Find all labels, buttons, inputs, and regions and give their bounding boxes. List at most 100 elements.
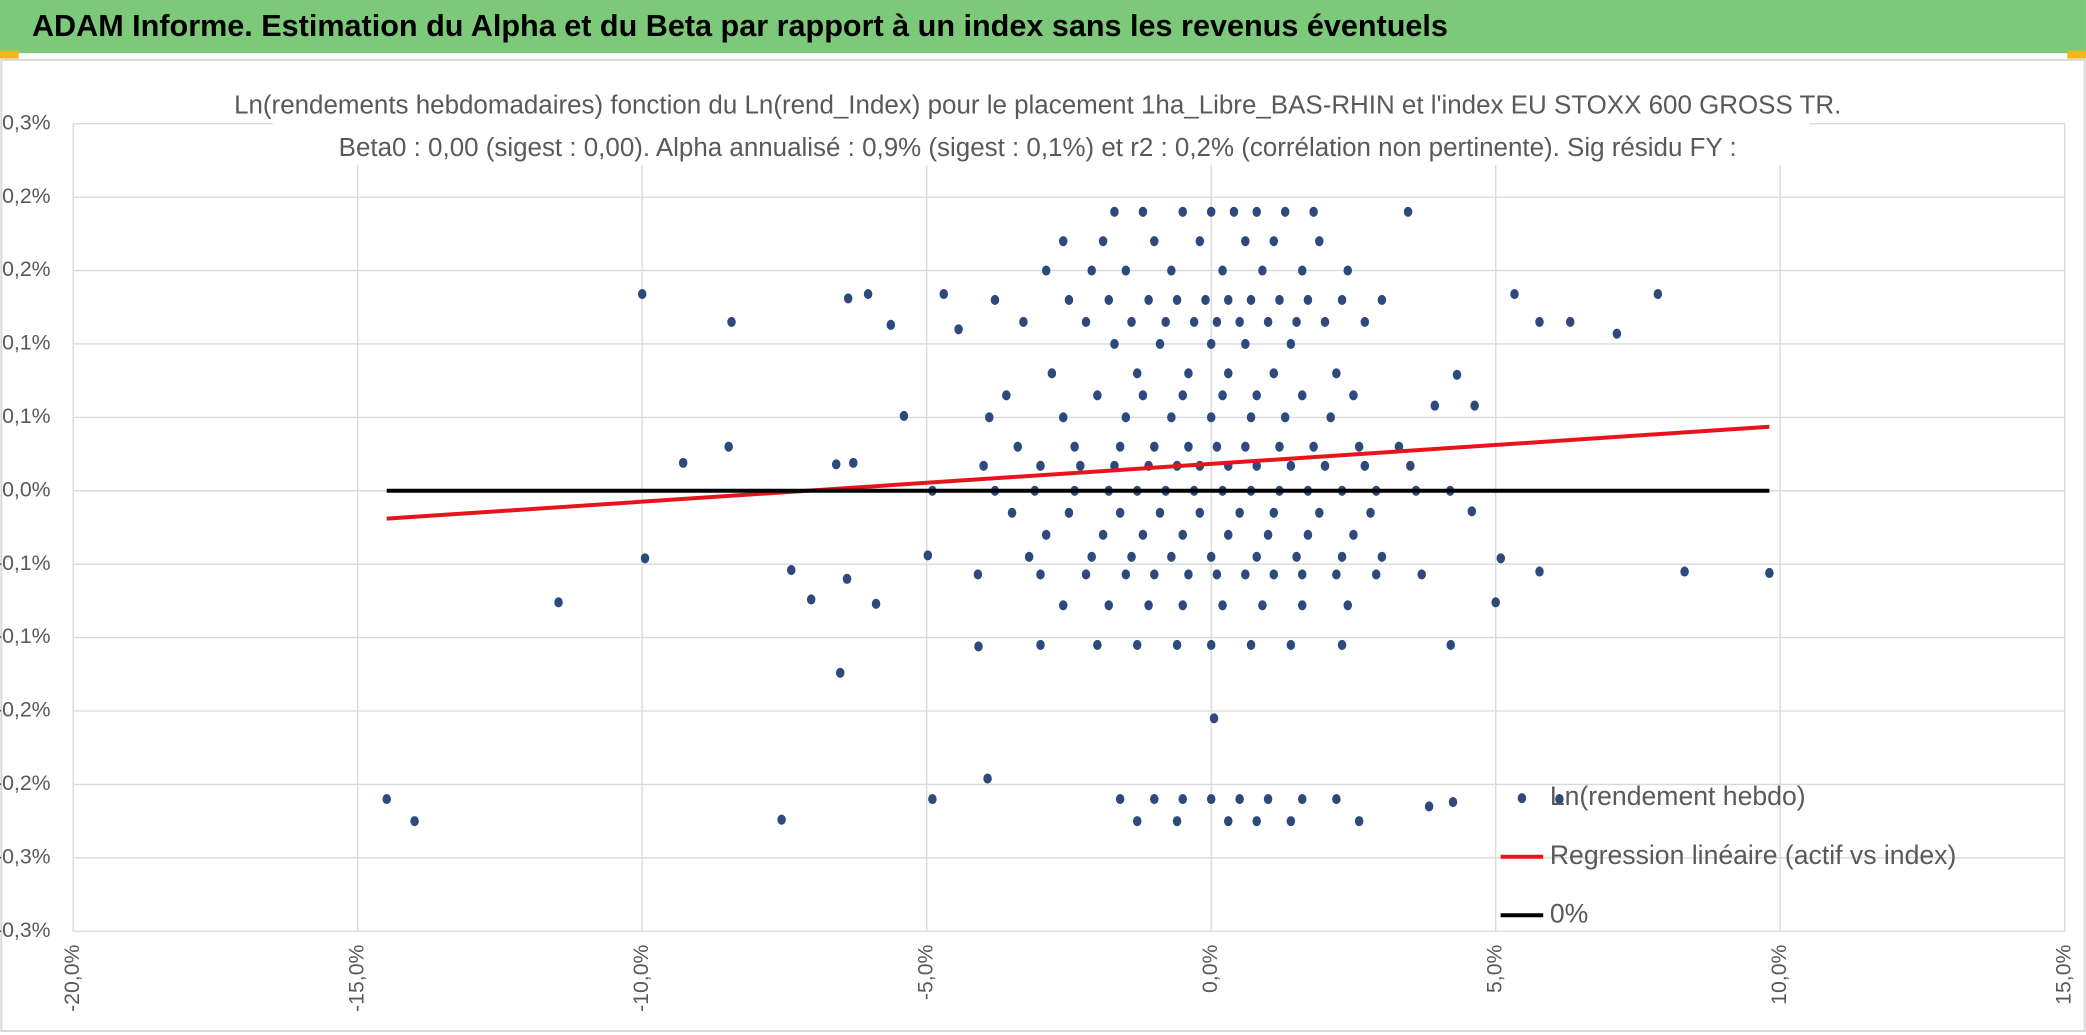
- scatter-point: [1178, 529, 1187, 540]
- scatter-point: [990, 294, 1000, 305]
- scatter-point: [1430, 400, 1440, 411]
- scatter-point: [1024, 551, 1034, 562]
- scatter-point: [842, 573, 852, 584]
- scatter-point: [1172, 639, 1182, 650]
- scatter-point: [1354, 441, 1364, 452]
- x-tick-label: 0,0%: [1198, 944, 1222, 993]
- x-tick-label: 15,0%: [2051, 944, 2075, 1004]
- scatter-point: [1013, 441, 1022, 452]
- scatter-point: [1315, 507, 1324, 518]
- scatter-point: [1275, 441, 1284, 452]
- scatter-point: [640, 553, 650, 564]
- scatter-point: [1535, 316, 1544, 327]
- scatter-point: [1229, 206, 1239, 217]
- scatter-point: [787, 565, 796, 576]
- scatter-point: [831, 459, 841, 470]
- scatter-point: [1297, 265, 1307, 276]
- scatter-point: [973, 569, 983, 580]
- corner-mark: [0, 50, 19, 59]
- x-tick-label: 5,0%: [1482, 944, 1506, 993]
- scatter-point: [554, 597, 563, 608]
- scatter-point: [1448, 796, 1458, 808]
- scatter-point: [1269, 236, 1279, 247]
- scatter-point: [1377, 294, 1387, 305]
- scatter-point: [1286, 338, 1296, 350]
- scatter-point: [1297, 569, 1307, 580]
- x-tick-label: -10,0%: [629, 944, 653, 1011]
- scatter-point: [1212, 569, 1222, 580]
- scatter-point: [886, 319, 896, 330]
- scatter-point: [939, 288, 949, 300]
- scatter-point: [1343, 265, 1353, 276]
- scatter-point: [1303, 529, 1313, 540]
- scatter-point: [1036, 569, 1045, 580]
- scatter-point: [1555, 794, 1564, 805]
- scatter-point: [1209, 713, 1219, 724]
- scatter-point: [1115, 794, 1125, 805]
- scatter-point: [1184, 368, 1193, 379]
- scatter-point: [1155, 338, 1165, 350]
- scatter-point: [1424, 801, 1434, 812]
- scatter-point: [1496, 553, 1506, 564]
- scatter-point: [843, 293, 853, 304]
- scatter-point: [1360, 316, 1370, 327]
- legend-marker: [1517, 793, 1527, 804]
- scatter-point: [1212, 316, 1222, 327]
- corner-mark: [2067, 50, 2086, 59]
- chart-title: Ln(rendements hebdomadaires) fonction du…: [234, 91, 1841, 119]
- scatter-point: [1349, 529, 1358, 540]
- scatter-point: [1081, 316, 1091, 327]
- scatter-point: [806, 594, 816, 605]
- scatter-point: [1224, 816, 1233, 827]
- legend-label: Ln(rendement hebdo): [1550, 781, 1806, 811]
- scatter-point: [1110, 206, 1119, 217]
- scatter-point: [1224, 368, 1233, 379]
- scatter-point: [1178, 390, 1187, 401]
- scatter-point: [1132, 816, 1142, 827]
- scatter-point: [1115, 441, 1125, 452]
- scatter-point: [1002, 390, 1011, 401]
- header-bar: [0, 0, 2086, 54]
- x-tick-label: -5,0%: [913, 944, 937, 1000]
- scatter-point: [1195, 236, 1205, 247]
- scatter-point: [1195, 507, 1205, 518]
- scatter-point: [1258, 600, 1267, 611]
- scatter-point: [983, 773, 992, 784]
- scatter-point: [1041, 529, 1051, 540]
- scatter-point: [1132, 368, 1142, 379]
- y-tick-label: -0,3%: [0, 844, 51, 868]
- y-tick-label: -0,2%: [0, 698, 51, 722]
- scatter-point: [1104, 294, 1114, 305]
- scatter-point: [835, 667, 845, 678]
- scatter-point: [1653, 288, 1663, 300]
- scatter-point: [1252, 551, 1261, 562]
- scatter-point: [1269, 368, 1279, 379]
- scatter-point: [1058, 412, 1068, 423]
- scatter-point: [1150, 236, 1159, 247]
- scatter-point: [1303, 294, 1313, 305]
- scatter-point: [1403, 206, 1413, 217]
- scatter-point: [1337, 639, 1347, 650]
- scatter-point: [1297, 794, 1307, 805]
- scatter-point: [1138, 390, 1148, 401]
- scatter-point: [1206, 794, 1216, 805]
- scatter-point: [871, 598, 881, 609]
- scatter-point: [1167, 551, 1176, 562]
- scatter-point: [1406, 460, 1415, 471]
- scatter-point: [863, 288, 873, 300]
- y-tick-label: -0,1%: [0, 624, 51, 648]
- scatter-point: [1206, 551, 1216, 562]
- scatter-point: [1377, 551, 1387, 562]
- scatter-point: [1286, 816, 1296, 827]
- scatter-point: [1178, 206, 1187, 217]
- scatter-point: [1070, 441, 1079, 452]
- scatter-point: [1138, 529, 1148, 540]
- scatter-point: [1320, 316, 1330, 327]
- scatter-point: [1178, 794, 1187, 805]
- scatter-point: [1087, 551, 1096, 562]
- scatter-point: [1047, 368, 1057, 379]
- scatter-point: [928, 794, 937, 805]
- scatter-point: [1150, 794, 1159, 805]
